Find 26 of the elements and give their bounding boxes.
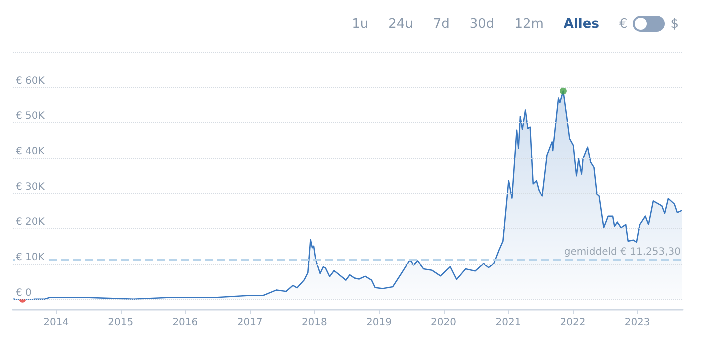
text: 30d xyxy=(470,16,495,32)
x-tick-label: 2022 xyxy=(560,318,586,328)
ref-line-label: gemiddeld € 11.253,30 xyxy=(564,247,681,258)
y-tick-label: € 20K xyxy=(16,217,46,228)
text: 24u xyxy=(388,16,414,32)
text: 12m xyxy=(514,16,544,32)
y-tick-label: € 30K xyxy=(16,182,46,193)
text: Alles xyxy=(564,16,600,32)
x-tick-label: 2015 xyxy=(108,318,134,328)
x-tick-label: 2017 xyxy=(237,318,263,328)
y-tick-label: € 0 xyxy=(16,288,32,299)
y-tick-label: € 10K xyxy=(16,252,46,264)
x-tick-label: 2021 xyxy=(496,318,522,328)
x-tick-label: 2016 xyxy=(172,318,198,328)
text: € xyxy=(619,16,628,32)
x-tick-label: 2018 xyxy=(302,318,328,328)
y-tick-label: € 60K xyxy=(16,76,46,87)
text: 7d xyxy=(433,16,450,32)
text: 1u xyxy=(352,16,369,32)
y-tick-label: € 50K xyxy=(16,111,46,122)
x-tick-label: 2014 xyxy=(44,318,70,328)
x-tick-label: 2019 xyxy=(366,318,392,328)
x-tick-label: 2023 xyxy=(624,318,650,328)
x-tick-label: 2020 xyxy=(431,318,456,328)
y-tick-label: € 40K xyxy=(16,146,46,158)
text: $ xyxy=(670,16,679,32)
